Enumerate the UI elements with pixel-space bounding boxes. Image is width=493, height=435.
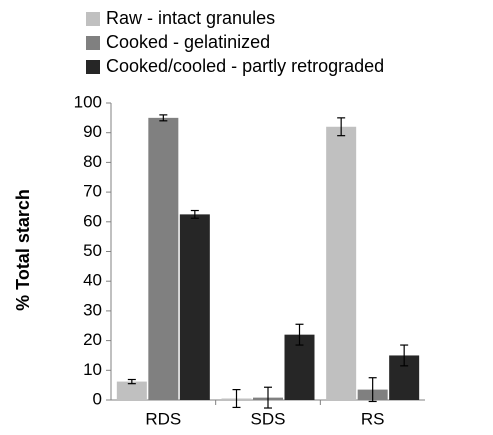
legend-swatch [86, 60, 100, 74]
error-bar [295, 323, 304, 346]
bar [326, 126, 357, 400]
y-tick-label: 60 [83, 211, 102, 230]
y-tick-label: 30 [83, 300, 102, 319]
legend-swatch [86, 12, 100, 26]
y-tick-label: 100 [74, 92, 102, 111]
y-tick-label: 20 [83, 330, 102, 349]
y-tick-label: 10 [83, 360, 102, 379]
bar [179, 214, 210, 400]
y-tick-label: 50 [83, 241, 102, 260]
error-bar [159, 114, 168, 122]
legend-label: Raw - intact granules [106, 8, 275, 28]
legend-label: Cooked/cooled - partly retrograded [106, 56, 384, 76]
error-bar [190, 209, 199, 219]
error-bar [368, 377, 377, 403]
y-axis-label: % Total starch [13, 189, 33, 311]
error-bar [127, 378, 136, 385]
legend-label: Cooked - gelatinized [106, 32, 270, 52]
y-tick-label: 70 [83, 182, 102, 201]
x-tick-label: RDS [145, 409, 181, 428]
y-tick-label: 80 [83, 152, 102, 171]
error-bar [232, 389, 241, 409]
legend-swatch [86, 36, 100, 50]
bar [116, 381, 147, 400]
error-bar [264, 386, 272, 409]
x-tick-label: SDS [251, 409, 286, 428]
y-tick-label: 40 [83, 271, 102, 290]
y-tick-label: 90 [83, 122, 102, 141]
x-tick-label: RS [361, 409, 385, 428]
error-bar [337, 117, 346, 137]
y-tick-label: 0 [93, 389, 102, 408]
bar [148, 117, 179, 400]
error-bar [400, 344, 409, 367]
